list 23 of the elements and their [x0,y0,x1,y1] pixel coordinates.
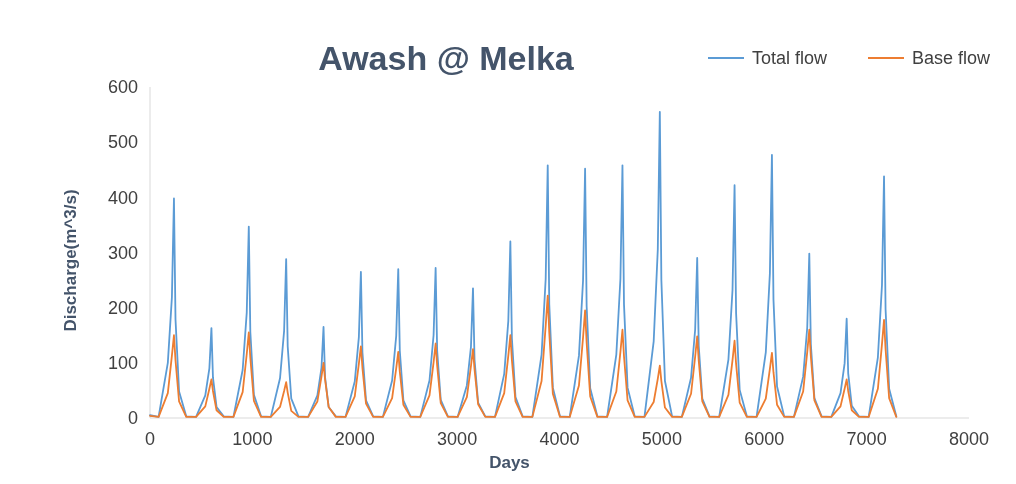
x-tick-label: 8000 [948,429,990,449]
y-tick-label: 600 [107,77,138,98]
x-tick-label: 5000 [641,429,682,449]
y-axis-title: Discharge(m^3/s) [61,189,80,332]
y-tick-label: 500 [107,132,138,153]
y-tick-label: 100 [107,353,138,374]
y-tick-label: 300 [107,242,138,263]
x-tick-label: 6000 [744,429,785,449]
x-tick-label: 4000 [539,429,580,449]
x-tick-label: 1000 [232,429,273,449]
x-tick-label: 0 [144,429,156,449]
line-series [149,294,898,418]
x-axis-title: Days [489,453,530,472]
x-tick-label: 3000 [437,429,478,449]
y-tick-label: 0 [127,408,138,429]
y-tick-label: 200 [107,297,138,318]
chart-title: Awash @ Melka [318,39,575,77]
line-series [149,110,898,418]
legend-label: Base flow [912,48,992,69]
legend-label: Total flow [752,48,829,69]
y-tick-label: 400 [107,187,138,208]
x-tick-label: 7000 [846,429,887,449]
x-tick-label: 2000 [334,429,375,449]
